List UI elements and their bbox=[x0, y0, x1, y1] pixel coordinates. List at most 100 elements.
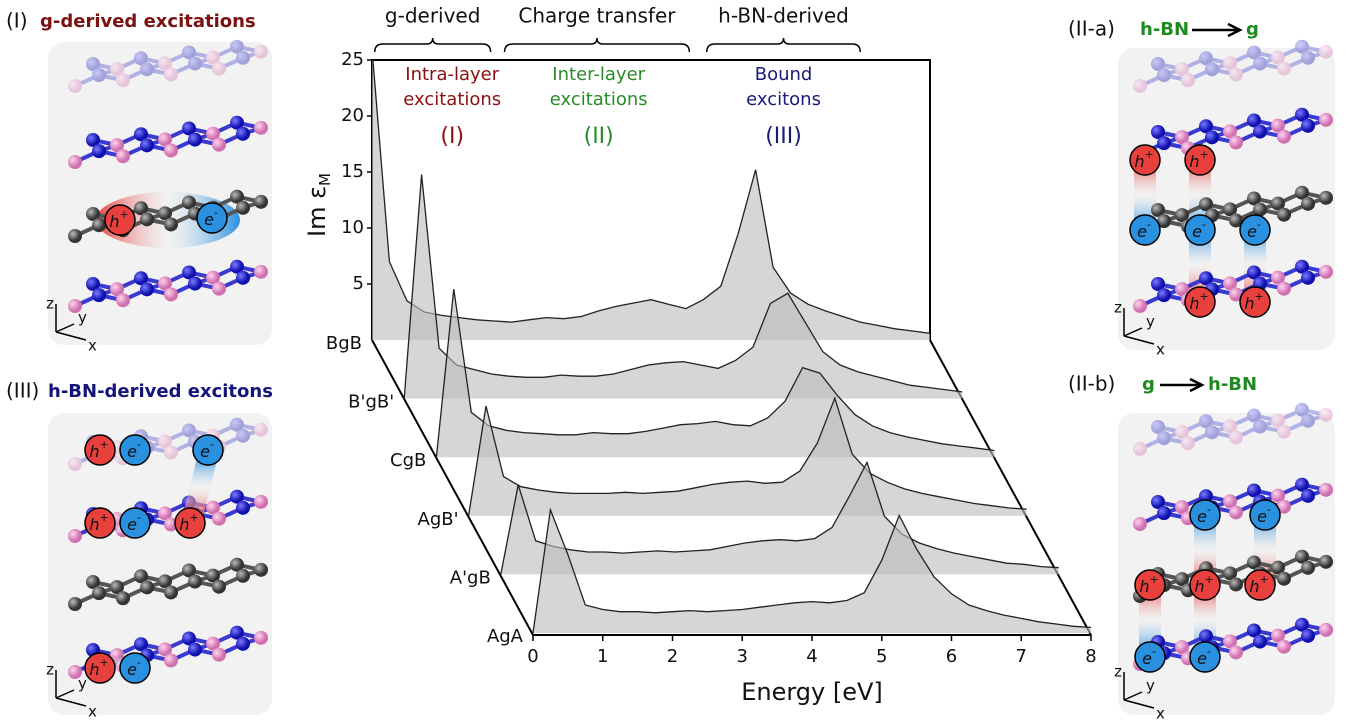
electron bbox=[119, 652, 151, 684]
atom bbox=[68, 529, 82, 543]
carrier-charge: - bbox=[137, 656, 141, 669]
carrier-symbol: e bbox=[1197, 507, 1207, 526]
annotation-line: Intra-layer bbox=[405, 64, 499, 85]
electron bbox=[196, 202, 228, 234]
electron bbox=[1189, 641, 1221, 673]
atom bbox=[236, 428, 250, 443]
carrier-charge: + bbox=[1199, 290, 1208, 303]
atom bbox=[1223, 634, 1237, 649]
atom bbox=[1175, 640, 1189, 655]
atom bbox=[164, 653, 178, 668]
atom bbox=[1319, 622, 1333, 637]
carrier-symbol: e bbox=[1197, 649, 1207, 668]
carrier-label: e- bbox=[1137, 218, 1151, 241]
x-tick-label: 4 bbox=[806, 646, 817, 667]
x-tick-label: 6 bbox=[946, 646, 957, 667]
x-tick-label: 8 bbox=[1085, 646, 1096, 667]
atom bbox=[1151, 277, 1165, 291]
electron bbox=[1189, 499, 1221, 531]
atom bbox=[1133, 299, 1147, 313]
y-tick-label: 10 bbox=[341, 217, 364, 238]
atom bbox=[236, 568, 250, 583]
atom bbox=[1319, 407, 1333, 422]
spectrum-area bbox=[404, 174, 963, 399]
atom bbox=[1247, 623, 1261, 638]
atom bbox=[1295, 185, 1309, 200]
atom bbox=[230, 39, 244, 54]
atom bbox=[158, 642, 172, 657]
axes-icon bbox=[55, 304, 87, 341]
atom bbox=[116, 149, 130, 164]
hole bbox=[1184, 286, 1216, 318]
atom bbox=[140, 282, 154, 297]
atom-layer bbox=[68, 259, 268, 313]
atom bbox=[1199, 197, 1213, 212]
atom bbox=[212, 281, 226, 296]
atom bbox=[1151, 125, 1165, 139]
carrier-symbol: h bbox=[1189, 294, 1199, 313]
carrier-charge: + bbox=[99, 656, 108, 669]
annotation-tag: (I) bbox=[440, 124, 464, 149]
atom bbox=[1223, 56, 1237, 71]
spectrum-line bbox=[532, 507, 1092, 634]
carrier-label: h+ bbox=[179, 511, 198, 534]
atom bbox=[1199, 119, 1213, 134]
atom bbox=[164, 287, 178, 302]
atom bbox=[1175, 62, 1189, 77]
atom bbox=[230, 489, 244, 504]
atom bbox=[1151, 203, 1165, 217]
annotation-line: excitons bbox=[746, 89, 821, 110]
atom bbox=[1247, 191, 1261, 206]
carrier-symbol: h bbox=[89, 660, 99, 679]
axis-letter: z bbox=[1114, 663, 1122, 681]
carrier-charge: - bbox=[1207, 503, 1211, 516]
electron bbox=[1134, 641, 1166, 673]
atom-layer bbox=[1133, 39, 1333, 93]
x-tick-label: 5 bbox=[876, 646, 887, 667]
atom bbox=[1247, 113, 1261, 128]
carrier-charge: + bbox=[1149, 573, 1158, 586]
carrier-symbol: e bbox=[1247, 222, 1257, 241]
carrier-label: e- bbox=[127, 438, 141, 461]
atom bbox=[1157, 68, 1171, 83]
atom bbox=[92, 288, 106, 303]
atom bbox=[1301, 488, 1315, 503]
atom bbox=[134, 201, 148, 216]
panel-label: (III) bbox=[6, 379, 39, 403]
hole bbox=[1239, 286, 1271, 318]
atom bbox=[158, 506, 172, 521]
atom bbox=[1229, 213, 1243, 228]
atom bbox=[86, 277, 100, 291]
atom bbox=[206, 126, 220, 141]
atom bbox=[254, 264, 268, 279]
atom bbox=[1295, 549, 1309, 564]
carrier-symbol: e bbox=[1137, 222, 1147, 241]
atom bbox=[110, 282, 124, 297]
axis-letter: y bbox=[1146, 313, 1155, 331]
atom bbox=[1319, 554, 1333, 569]
atom bbox=[164, 217, 178, 232]
atom bbox=[1295, 107, 1309, 122]
annotation-line: excitations bbox=[403, 89, 501, 110]
atom bbox=[110, 580, 124, 595]
annotation-tag: (II) bbox=[584, 124, 614, 149]
electron bbox=[1184, 214, 1216, 246]
atom bbox=[1151, 57, 1165, 71]
atom bbox=[1223, 419, 1237, 434]
atom bbox=[1229, 430, 1243, 445]
atom bbox=[140, 580, 154, 595]
atom bbox=[1175, 572, 1189, 587]
atom-layer bbox=[1133, 477, 1333, 531]
atom bbox=[1247, 483, 1261, 498]
spectrum-line bbox=[403, 174, 963, 399]
hole bbox=[1129, 144, 1161, 176]
panel-from: g bbox=[1142, 374, 1155, 395]
atom bbox=[182, 121, 196, 136]
panel-title: g-derived excitations bbox=[40, 11, 256, 32]
series-label: A'gB bbox=[450, 567, 491, 588]
atom bbox=[236, 270, 250, 285]
atom bbox=[254, 422, 268, 437]
series-label: B'gB' bbox=[348, 392, 394, 413]
atom bbox=[1157, 288, 1171, 303]
